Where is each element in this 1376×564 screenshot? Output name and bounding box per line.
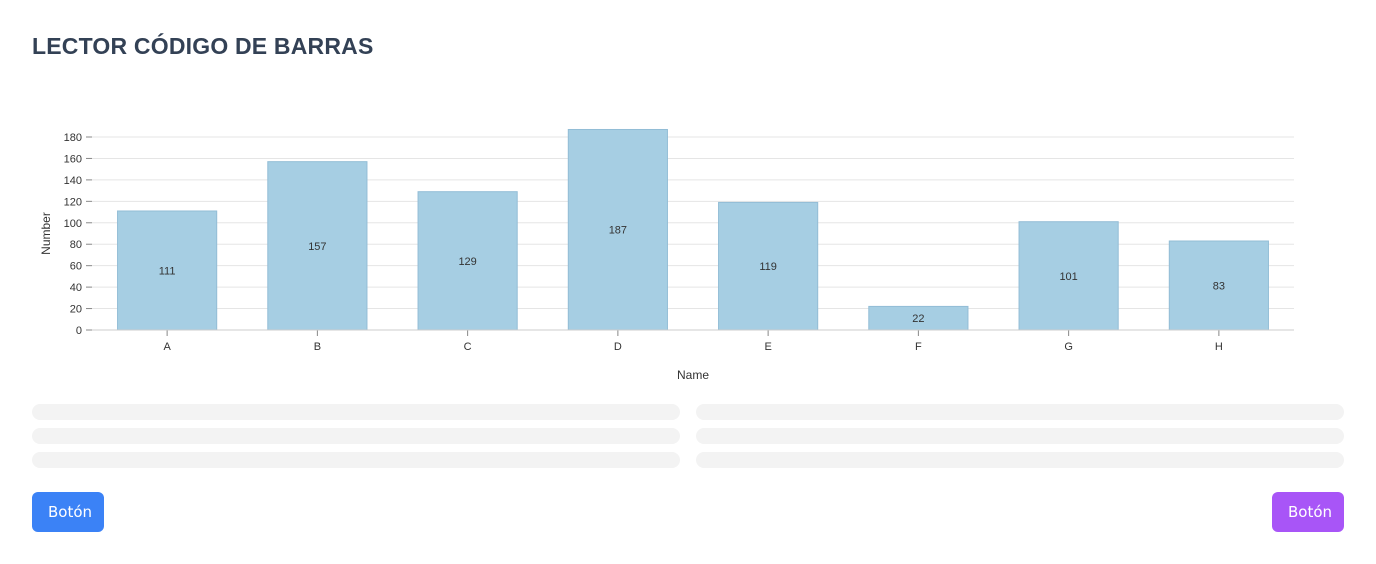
y-tick-label: 100: [64, 218, 82, 230]
x-tick-label: H: [1215, 341, 1223, 353]
skeleton-line: [32, 452, 680, 468]
y-axis-label: Number: [39, 212, 53, 255]
y-tick-label: 180: [64, 132, 82, 144]
x-tick-label: B: [314, 341, 321, 353]
bar-value-label: 187: [609, 225, 627, 237]
y-tick-label: 20: [70, 304, 82, 316]
y-tick-label: 160: [64, 153, 82, 165]
y-tick-label: 80: [70, 239, 82, 251]
x-tick-label: A: [163, 341, 171, 353]
y-tick-label: 120: [64, 196, 82, 208]
bar-value-label: 22: [912, 313, 924, 325]
x-tick-label: C: [464, 341, 472, 353]
bar-value-label: 129: [458, 256, 476, 268]
y-tick-label: 0: [76, 325, 82, 337]
bar-value-label: 119: [759, 261, 777, 273]
bar-e: [718, 201, 819, 331]
x-tick-label: F: [915, 341, 922, 353]
bar-b: [267, 161, 368, 331]
bar-value-label: 101: [1059, 271, 1077, 283]
x-axis-label: Name: [677, 368, 709, 382]
bar-g: [1018, 221, 1119, 331]
bar-d: [567, 128, 668, 331]
bar-chart-svg: 0 20 40 60 80 100 120 140 160 180 Number 111 A 157 B 12…: [39, 128, 1294, 382]
skeleton-line: [696, 452, 1344, 468]
skeleton-line: [696, 404, 1344, 420]
bar-value-label: 111: [159, 265, 176, 277]
bar-a: [117, 210, 218, 331]
primary-button[interactable]: Botón: [32, 492, 104, 532]
y-tick-label: 40: [70, 282, 82, 294]
x-tick-label: G: [1064, 341, 1073, 353]
y-tick-label: 60: [70, 261, 82, 273]
bar-c: [417, 191, 518, 331]
x-tick-label: D: [614, 341, 622, 353]
y-tick-label: 140: [64, 175, 82, 187]
bar-value-label: 83: [1213, 281, 1225, 293]
skeleton-line: [32, 404, 680, 420]
x-tick-label: E: [764, 341, 771, 353]
bar-chart: 0 20 40 60 80 100 120 140 160 180 Number 111 A 157 B 12…: [0, 110, 1376, 390]
skeleton-line: [32, 428, 680, 444]
page-title: LECTOR CÓDIGO DE BARRAS: [32, 33, 374, 59]
skeleton-line: [696, 428, 1344, 444]
bar-value-label: 157: [308, 241, 326, 253]
secondary-button[interactable]: Botón: [1272, 492, 1344, 532]
